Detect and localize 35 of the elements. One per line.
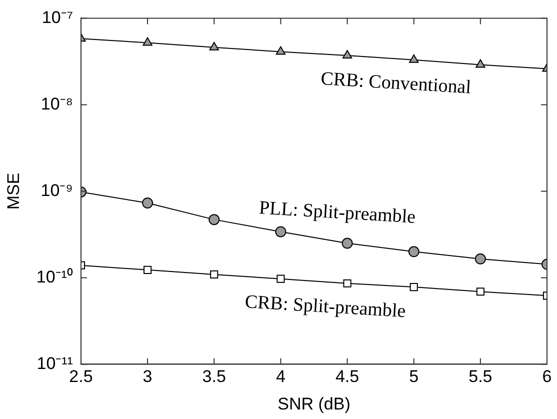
- x-axis-title: SNR (dB): [278, 394, 350, 414]
- point: [342, 238, 353, 249]
- point: [342, 50, 352, 59]
- point: [275, 226, 286, 238]
- point: [142, 198, 154, 209]
- series-label: CRB: Split-preamble: [244, 292, 406, 322]
- x-tick-label: 3: [142, 367, 152, 386]
- y-axis-title: MSE: [4, 172, 23, 210]
- y-tick-label: 10⁻⁷: [42, 8, 73, 27]
- point: [474, 253, 486, 264]
- x-tick-label: 5: [409, 367, 419, 386]
- point: [408, 246, 420, 258]
- point: [144, 266, 152, 274]
- series-label: PLL: Split-preamble: [258, 198, 416, 228]
- point: [208, 214, 220, 226]
- y-tick-label: 10⁻⁹: [40, 180, 73, 200]
- y-tick-label: 10⁻¹⁰: [36, 267, 73, 286]
- point: [476, 59, 486, 68]
- point: [410, 283, 418, 292]
- point: [276, 274, 285, 283]
- point: [210, 270, 218, 278]
- x-tick-label: 6: [542, 367, 552, 386]
- point: [476, 288, 484, 296]
- series-label: CRB: Conventional: [320, 68, 472, 98]
- x-tick-label: 4: [276, 367, 286, 386]
- point: [209, 42, 219, 50]
- point: [343, 279, 352, 288]
- point: [142, 37, 152, 46]
- x-tick-label: 3.5: [202, 367, 226, 386]
- y-tick-label: 10⁻⁸: [40, 94, 73, 114]
- point: [276, 46, 286, 55]
- x-tick-label: 4.5: [335, 367, 360, 386]
- x-tick-label: 5.5: [468, 367, 492, 386]
- point: [409, 54, 419, 63]
- x-tick-label: 2.5: [69, 367, 93, 386]
